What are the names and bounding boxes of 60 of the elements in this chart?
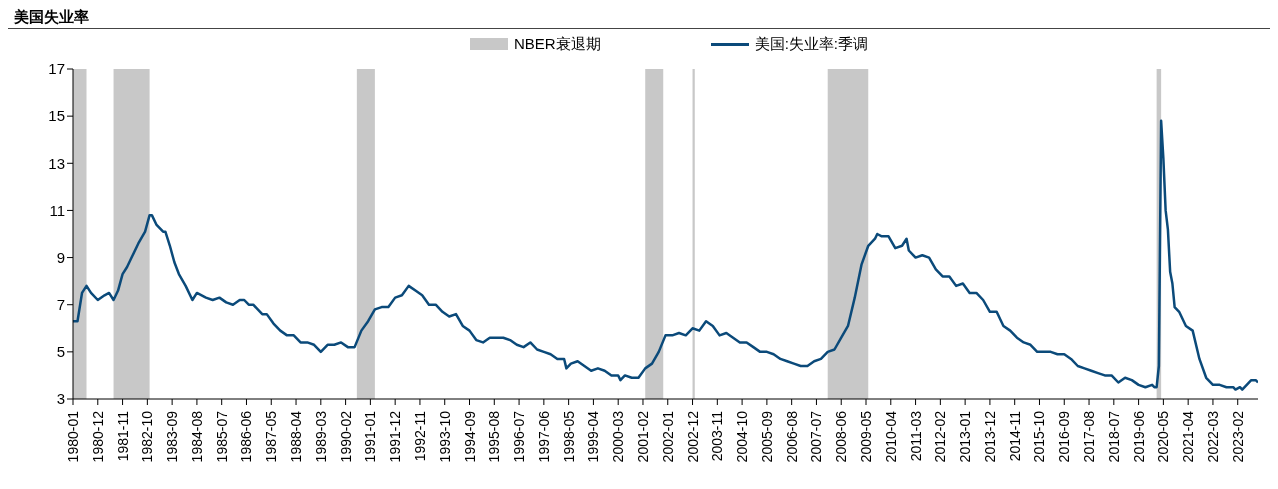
x-tick-label: 1981-11	[114, 410, 131, 462]
y-tick-label: 7	[56, 296, 65, 314]
x-tick-label: 2007-07	[808, 410, 825, 463]
x-tick-label: 1980-12	[89, 410, 106, 463]
x-tick-label: 2017-08	[1081, 410, 1098, 463]
x-tick-label: 2006-08	[783, 410, 800, 463]
legend-label: 美国:失业率:季调	[754, 34, 869, 54]
y-tick-label: 15	[48, 107, 65, 125]
y-tick-label: 17	[48, 60, 65, 78]
x-tick-label: 2004-10	[734, 410, 751, 463]
x-tick-label: 2014-11	[1006, 410, 1023, 462]
x-tick-label: 1986-06	[238, 410, 255, 463]
x-tick-label: 1983-09	[164, 410, 181, 463]
y-tick-label: 9	[56, 248, 65, 266]
x-tick-label: 2005-09	[758, 410, 775, 463]
x-tick-label: 2002-01	[659, 410, 676, 463]
y-tick-label: 13	[48, 154, 65, 172]
y-tick-label: 11	[49, 201, 65, 219]
legend-label: NBER衰退期	[513, 34, 601, 54]
x-tick-label: 2018-07	[1105, 410, 1122, 463]
x-tick-label: 2001-02	[634, 410, 651, 463]
x-tick-label: 2000-03	[610, 410, 627, 463]
x-tick-label: 2015-10	[1031, 410, 1048, 463]
y-tick-label: 3	[56, 390, 65, 408]
x-tick-label: 2020-05	[1155, 410, 1172, 463]
x-tick-label: 1995-08	[486, 410, 503, 463]
x-tick-label: 1984-08	[188, 410, 205, 463]
x-tick-label: 2003-11	[709, 410, 726, 462]
x-tick-label: 1992-11	[411, 410, 428, 462]
chart-title: 美国失业率	[8, 8, 1270, 29]
x-tick-label: 1997-06	[535, 410, 552, 463]
x-tick-label: 1993-10	[436, 410, 453, 463]
x-tick-label: 1996-07	[511, 410, 528, 463]
x-tick-label: 2011-03	[907, 410, 924, 462]
x-tick-label: 2013-12	[981, 410, 998, 463]
y-tick-label: 5	[56, 343, 65, 361]
x-tick-label: 2002-12	[684, 410, 701, 463]
x-tick-label: 1987-05	[263, 410, 280, 463]
x-tick-label: 1988-04	[288, 410, 305, 463]
x-tick-label: 1998-05	[560, 410, 577, 463]
x-tick-label: 2022-03	[1204, 410, 1221, 463]
x-tick-label: 1994-09	[461, 410, 478, 463]
x-tick-label: 1991-01	[362, 410, 379, 463]
x-tick-label: 1989-03	[312, 410, 329, 463]
line-series	[73, 119, 1258, 391]
x-tick-label: 2021-04	[1180, 410, 1197, 463]
x-tick-label: 1980-01	[65, 410, 81, 463]
x-tick-label: 2013-01	[957, 410, 974, 463]
x-tick-label: 1990-02	[337, 410, 354, 463]
x-tick-label: 2008-06	[833, 410, 850, 463]
x-tick-label: 1991-12	[387, 410, 404, 463]
x-tick-label: 2023-02	[1229, 410, 1246, 463]
x-tick-label: 1999-04	[585, 410, 602, 463]
x-tick-label: 2010-04	[882, 410, 899, 463]
x-tick-label: 1982-10	[139, 410, 156, 463]
x-tick-label: 2009-05	[858, 410, 874, 463]
x-tick-label: 2016-09	[1056, 410, 1073, 463]
x-tick-label: 2019-06	[1130, 410, 1147, 463]
x-tick-label: 2012-02	[932, 410, 949, 463]
x-tick-label: 1985-07	[213, 410, 230, 463]
